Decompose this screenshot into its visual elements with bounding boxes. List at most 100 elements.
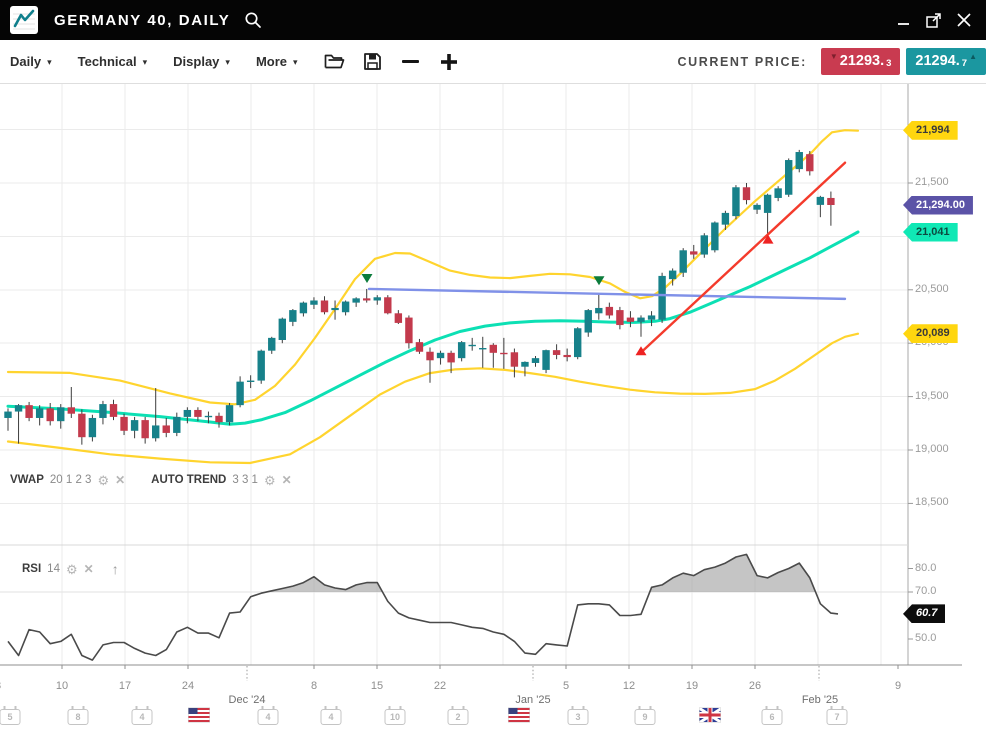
calendar-event-badge[interactable]: 3 <box>567 706 589 725</box>
date-label: 24 <box>181 680 195 692</box>
month-label: Feb '25 <box>801 694 839 706</box>
calendar-event-count: 3 <box>575 712 581 722</box>
rsi-settings-gear-icon[interactable]: ⚙ <box>65 561 78 577</box>
candle <box>173 416 181 433</box>
rsi-overbought-fill <box>266 576 383 592</box>
current-price-label: CURRENT PRICE: <box>677 54 807 69</box>
minimize-button[interactable] <box>892 9 916 31</box>
candle <box>310 300 318 305</box>
candle <box>542 350 550 370</box>
candle <box>88 417 97 438</box>
date-label: 9 <box>894 680 902 692</box>
rsi-indicator-label: RSI <box>22 563 42 575</box>
candle <box>774 188 782 198</box>
price-axis-label: 20,500 <box>915 282 949 295</box>
auto-trend-lower-line <box>641 161 847 352</box>
candle <box>141 420 149 439</box>
rsi-indicator-params: 14 <box>47 563 60 575</box>
date-label: 17 <box>118 680 132 692</box>
candle <box>595 307 603 314</box>
calendar-event-badge[interactable]: 5 <box>0 706 21 725</box>
price-down-arrow-icon: ▼ <box>829 52 838 61</box>
vwap-indicator-label: VWAP <box>10 474 44 486</box>
candle <box>457 342 466 359</box>
candle <box>331 307 339 311</box>
autotrend-remove-icon[interactable]: ✕ <box>281 473 292 487</box>
candle <box>721 212 730 225</box>
calendar-event-badge[interactable]: 10 <box>384 706 406 725</box>
candle <box>552 350 561 355</box>
open-folder-icon[interactable] <box>324 51 346 73</box>
candle <box>637 317 645 322</box>
calendar-event-count: 6 <box>769 712 775 722</box>
calendar-event-badge[interactable]: 6 <box>761 706 783 725</box>
candle <box>700 235 708 255</box>
sell-signal-marker <box>593 276 605 286</box>
rsi-overbought-fill <box>649 554 816 592</box>
chevron-down-icon: ▾ <box>47 57 52 67</box>
popout-button[interactable] <box>922 9 946 31</box>
month-label: Jan '25 <box>515 694 551 706</box>
calendar-event-badge[interactable]: 7 <box>826 706 848 725</box>
candle <box>25 405 33 418</box>
candle <box>763 194 772 213</box>
calendar-event-badge[interactable]: 4 <box>320 706 342 725</box>
rsi-remove-icon[interactable]: ✕ <box>83 562 94 576</box>
buy-price-badge[interactable]: 21294. 7 ▲ <box>906 48 986 75</box>
auto-trend-upper-line <box>367 287 847 301</box>
candle <box>120 416 128 431</box>
price-axis-label: 19,500 <box>915 389 949 402</box>
candle <box>584 310 592 333</box>
candle <box>521 361 529 367</box>
calendar-event-count: 7 <box>834 712 840 722</box>
timeframe-dropdown[interactable]: Daily ▾ <box>10 54 52 69</box>
vwap-remove-icon[interactable]: ✕ <box>115 473 126 487</box>
search-icon[interactable] <box>244 11 262 29</box>
uk-flag-icon[interactable] <box>699 708 721 722</box>
calendar-event-badge[interactable]: 9 <box>634 706 656 725</box>
candle <box>320 300 329 313</box>
candle <box>204 415 213 418</box>
candle <box>35 408 44 418</box>
calendar-event-count: 4 <box>265 712 271 722</box>
candle <box>732 187 740 217</box>
zoom-out-icon[interactable] <box>400 51 422 73</box>
price-chart[interactable] <box>0 84 986 736</box>
close-button[interactable] <box>952 9 976 31</box>
calendar-event-count: 8 <box>75 712 81 722</box>
candle <box>785 160 793 195</box>
save-icon[interactable] <box>362 51 384 73</box>
buy-signal-marker <box>762 234 774 244</box>
toolbar: Daily ▾ Technical ▾ Display ▾ More ▾ <box>0 40 986 84</box>
display-dropdown[interactable]: Display ▾ <box>173 54 230 69</box>
candle <box>236 381 244 406</box>
us-flag-icon[interactable] <box>508 708 530 722</box>
zoom-in-icon[interactable] <box>438 51 460 73</box>
candle <box>647 315 656 320</box>
candle <box>130 420 139 431</box>
rsi-expand-arrow-icon[interactable]: ↑ <box>111 561 119 577</box>
calendar-event-badge[interactable]: 4 <box>257 706 279 725</box>
candle <box>99 404 107 418</box>
technical-dropdown[interactable]: Technical ▾ <box>77 54 148 69</box>
autotrend-settings-gear-icon[interactable]: ⚙ <box>263 472 276 488</box>
candle <box>4 411 12 418</box>
more-dropdown[interactable]: More ▾ <box>255 54 298 69</box>
candle <box>373 297 381 301</box>
date-label: 10 <box>55 680 69 692</box>
month-label: Dec '24 <box>228 694 266 706</box>
sell-price-badge[interactable]: ▼ 21293. 3 <box>820 48 901 75</box>
candle <box>753 204 761 210</box>
sell-price-value: 21293. <box>839 53 885 69</box>
calendar-event-badge[interactable]: 8 <box>67 706 89 725</box>
vwap-settings-gear-icon[interactable]: ⚙ <box>97 472 110 488</box>
candle <box>152 425 160 439</box>
candle <box>246 380 255 382</box>
us-flag-icon[interactable] <box>188 708 210 722</box>
calendar-event-badge[interactable]: 4 <box>131 706 153 725</box>
rsi-line <box>7 553 839 661</box>
calendar-event-badge[interactable]: 2 <box>447 706 469 725</box>
rsi-axis-label: 80.0 <box>915 561 937 574</box>
price-axis-label: 19,000 <box>915 443 949 455</box>
date-label: 15 <box>370 680 384 692</box>
